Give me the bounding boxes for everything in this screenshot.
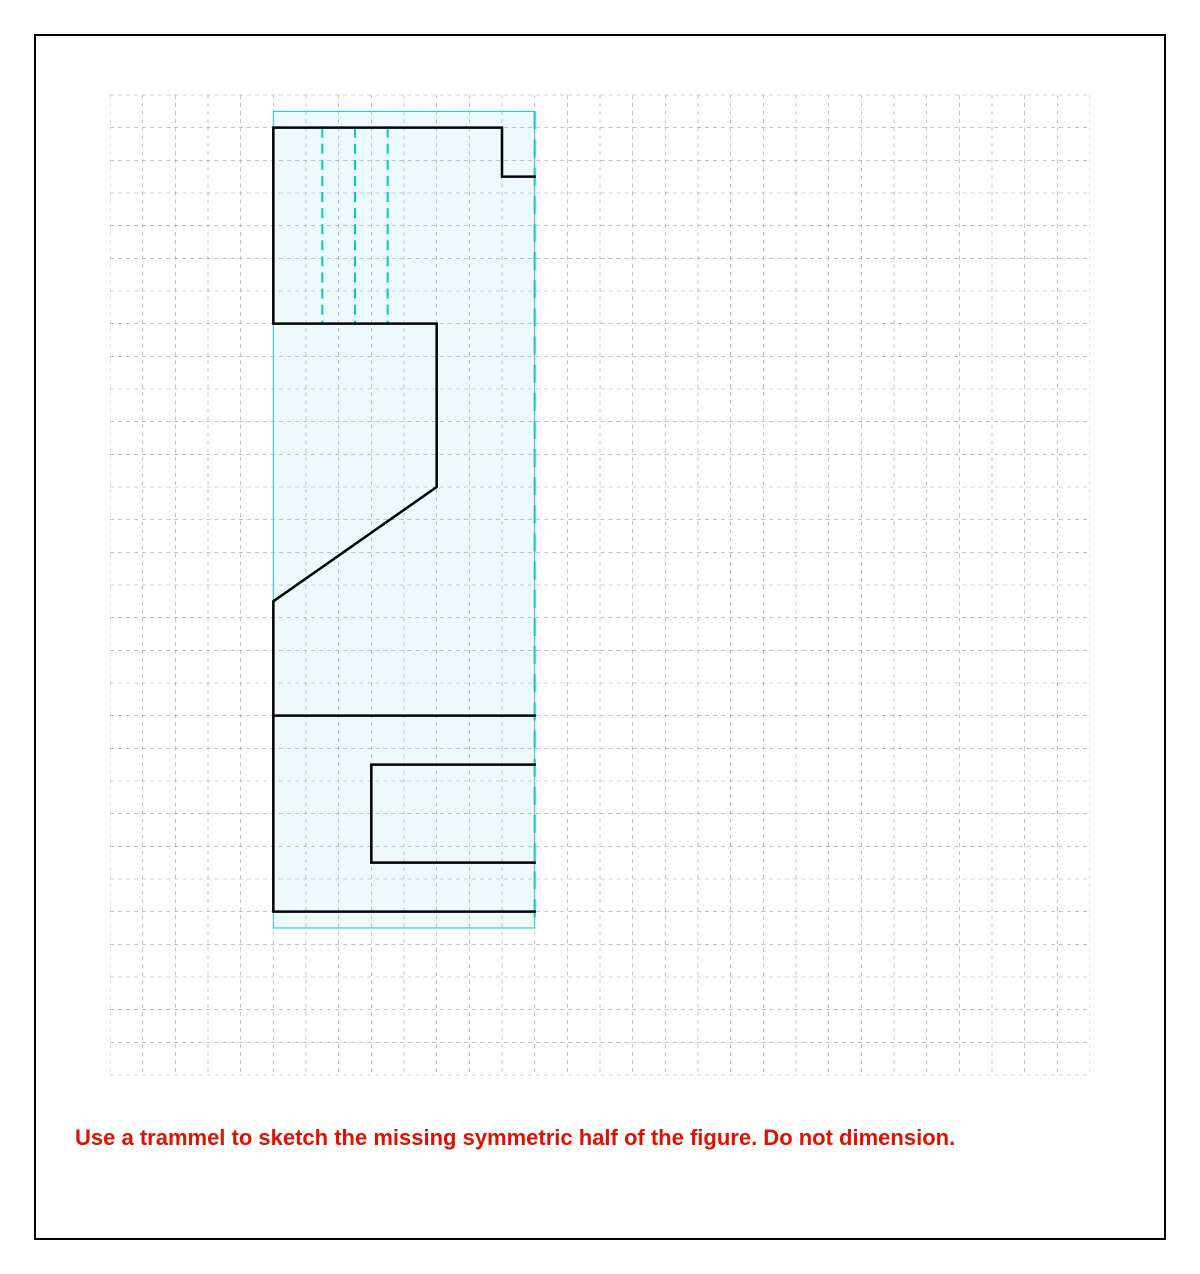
drawing-canvas: [110, 85, 1090, 1085]
instruction-text: Use a trammel to sketch the missing symm…: [75, 1125, 955, 1151]
worksheet-page: Use a trammel to sketch the missing symm…: [0, 0, 1200, 1274]
